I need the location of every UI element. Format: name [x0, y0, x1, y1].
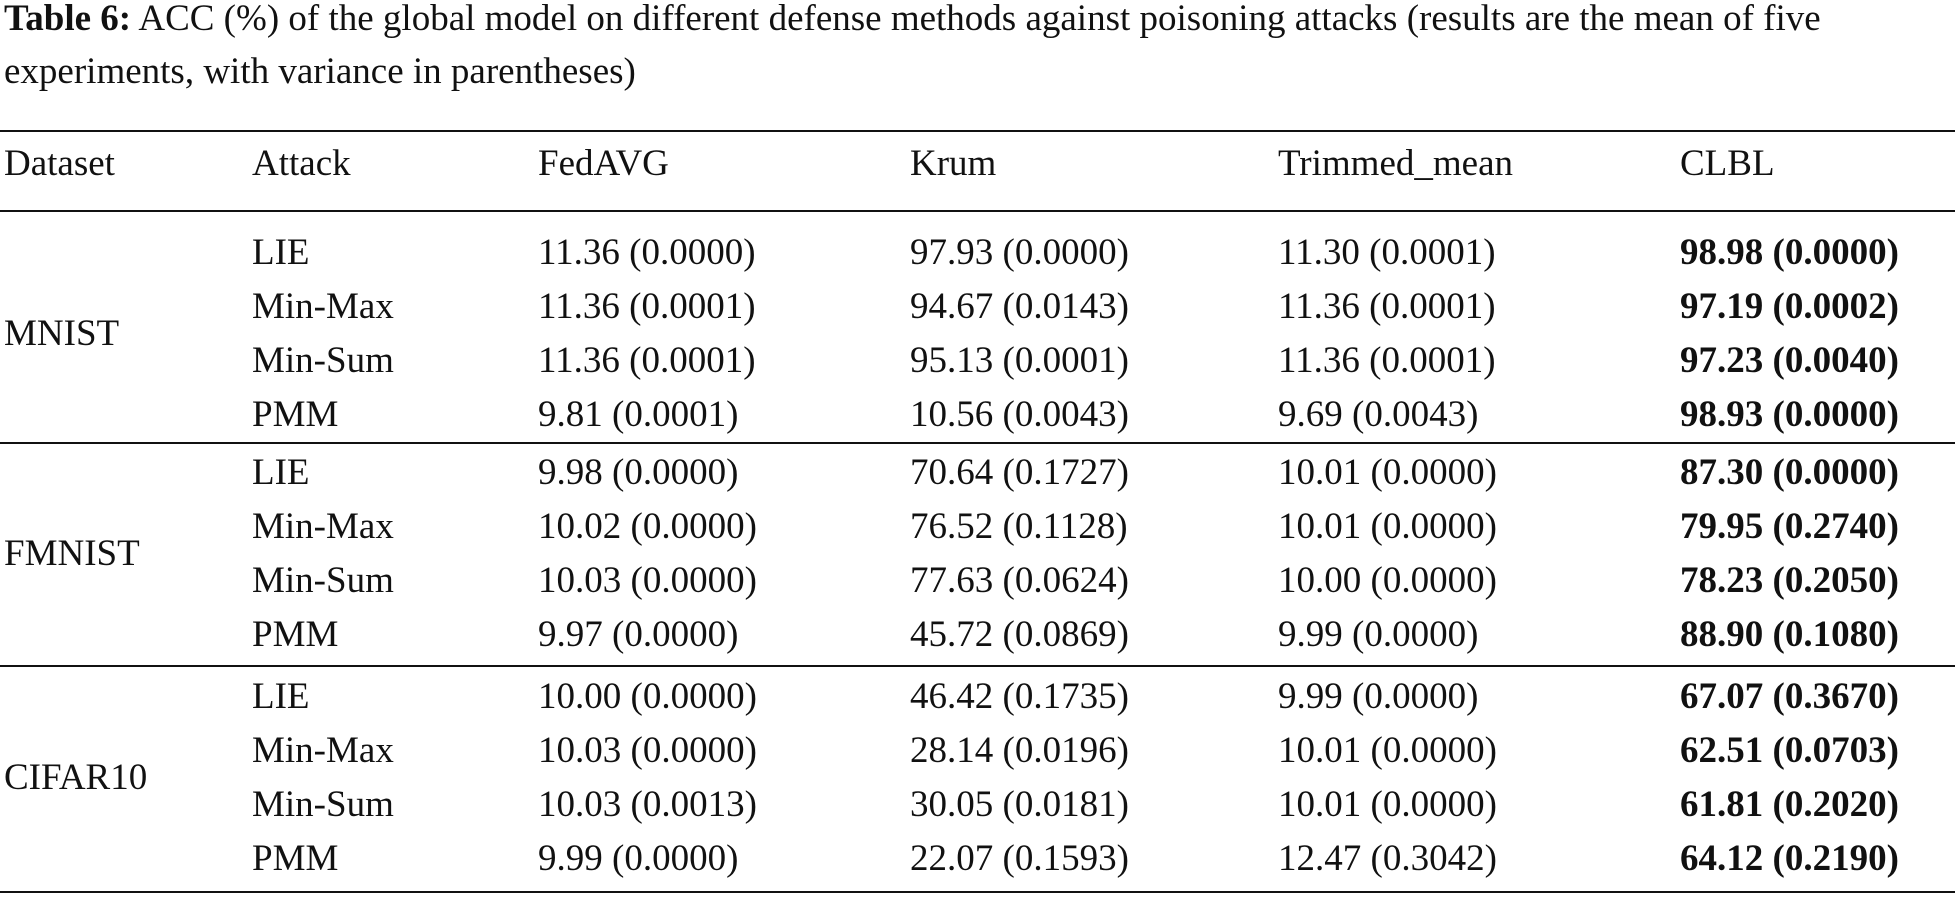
- fedavg-cell: 9.98 (0.0000): [538, 452, 739, 493]
- krum-cell: 30.05 (0.0181): [910, 784, 1129, 825]
- fedavg-cell: 10.00 (0.0000): [538, 676, 757, 717]
- krum-cell: 94.67 (0.0143): [910, 286, 1129, 327]
- clbl-cell: 97.19 (0.0002): [1680, 286, 1899, 327]
- table-caption: Table 6: ACC (%) of the global model on …: [4, 0, 1944, 98]
- trimmed-mean-cell: 11.36 (0.0001): [1278, 286, 1496, 327]
- fedavg-cell: 9.81 (0.0001): [538, 394, 739, 435]
- dataset-label-mnist: MNIST: [4, 313, 120, 354]
- group-rule: [0, 665, 1955, 667]
- caption-text: ACC (%) of the global model on different…: [4, 0, 1821, 92]
- krum-cell: 46.42 (0.1735): [910, 676, 1129, 717]
- fedavg-cell: 9.99 (0.0000): [538, 838, 739, 879]
- caption-label: Table 6:: [4, 0, 132, 39]
- attack-cell: PMM: [252, 838, 339, 879]
- fedavg-cell: 11.36 (0.0001): [538, 340, 756, 381]
- trimmed-mean-cell: 9.99 (0.0000): [1278, 614, 1479, 655]
- trimmed-mean-cell: 10.00 (0.0000): [1278, 560, 1497, 601]
- trimmed-mean-cell: 11.30 (0.0001): [1278, 232, 1496, 273]
- header-dataset: Dataset: [4, 143, 115, 184]
- trimmed-mean-cell: 10.01 (0.0000): [1278, 506, 1497, 547]
- trimmed-mean-cell: 9.69 (0.0043): [1278, 394, 1479, 435]
- header-krum: Krum: [910, 143, 997, 184]
- header-fedavg: FedAVG: [538, 143, 669, 184]
- krum-cell: 45.72 (0.0869): [910, 614, 1129, 655]
- trimmed-mean-cell: 9.99 (0.0000): [1278, 676, 1479, 717]
- fedavg-cell: 10.03 (0.0000): [538, 730, 757, 771]
- header-clbl: CLBL: [1680, 143, 1775, 184]
- clbl-cell: 62.51 (0.0703): [1680, 730, 1899, 771]
- clbl-cell: 98.98 (0.0000): [1680, 232, 1899, 273]
- krum-cell: 10.56 (0.0043): [910, 394, 1129, 435]
- attack-cell: Min-Max: [252, 506, 394, 547]
- attack-cell: LIE: [252, 676, 310, 717]
- clbl-cell: 98.93 (0.0000): [1680, 394, 1899, 435]
- attack-cell: Min-Max: [252, 286, 394, 327]
- fedavg-cell: 10.03 (0.0000): [538, 560, 757, 601]
- bottom-rule: [0, 891, 1955, 893]
- trimmed-mean-cell: 10.01 (0.0000): [1278, 452, 1497, 493]
- fedavg-cell: 10.03 (0.0013): [538, 784, 757, 825]
- clbl-cell: 78.23 (0.2050): [1680, 560, 1899, 601]
- clbl-cell: 97.23 (0.0040): [1680, 340, 1899, 381]
- clbl-cell: 61.81 (0.2020): [1680, 784, 1899, 825]
- attack-cell: LIE: [252, 452, 310, 493]
- clbl-cell: 79.95 (0.2740): [1680, 506, 1899, 547]
- dataset-label-cifar10: CIFAR10: [4, 757, 148, 798]
- fedavg-cell: 9.97 (0.0000): [538, 614, 739, 655]
- header-rule: [0, 210, 1955, 212]
- trimmed-mean-cell: 10.01 (0.0000): [1278, 784, 1497, 825]
- trimmed-mean-cell: 11.36 (0.0001): [1278, 340, 1496, 381]
- group-rule: [0, 442, 1955, 444]
- attack-cell: Min-Sum: [252, 340, 394, 381]
- krum-cell: 97.93 (0.0000): [910, 232, 1129, 273]
- clbl-cell: 88.90 (0.1080): [1680, 614, 1899, 655]
- krum-cell: 22.07 (0.1593): [910, 838, 1129, 879]
- dataset-label-fmnist: FMNIST: [4, 533, 140, 574]
- krum-cell: 70.64 (0.1727): [910, 452, 1129, 493]
- krum-cell: 76.52 (0.1128): [910, 506, 1128, 547]
- trimmed-mean-cell: 10.01 (0.0000): [1278, 730, 1497, 771]
- fedavg-cell: 11.36 (0.0001): [538, 286, 756, 327]
- header-attack: Attack: [252, 143, 351, 184]
- attack-cell: Min-Sum: [252, 784, 394, 825]
- header-trimmed-mean: Trimmed_mean: [1278, 143, 1514, 184]
- krum-cell: 77.63 (0.0624): [910, 560, 1129, 601]
- clbl-cell: 87.30 (0.0000): [1680, 452, 1899, 493]
- fedavg-cell: 11.36 (0.0000): [538, 232, 756, 273]
- clbl-cell: 67.07 (0.3670): [1680, 676, 1899, 717]
- attack-cell: LIE: [252, 232, 310, 273]
- clbl-cell: 64.12 (0.2190): [1680, 838, 1899, 879]
- attack-cell: Min-Sum: [252, 560, 394, 601]
- attack-cell: Min-Max: [252, 730, 394, 771]
- krum-cell: 95.13 (0.0001): [910, 340, 1129, 381]
- attack-cell: PMM: [252, 394, 339, 435]
- trimmed-mean-cell: 12.47 (0.3042): [1278, 838, 1497, 879]
- fedavg-cell: 10.02 (0.0000): [538, 506, 757, 547]
- krum-cell: 28.14 (0.0196): [910, 730, 1129, 771]
- top-rule: [0, 130, 1955, 132]
- attack-cell: PMM: [252, 614, 339, 655]
